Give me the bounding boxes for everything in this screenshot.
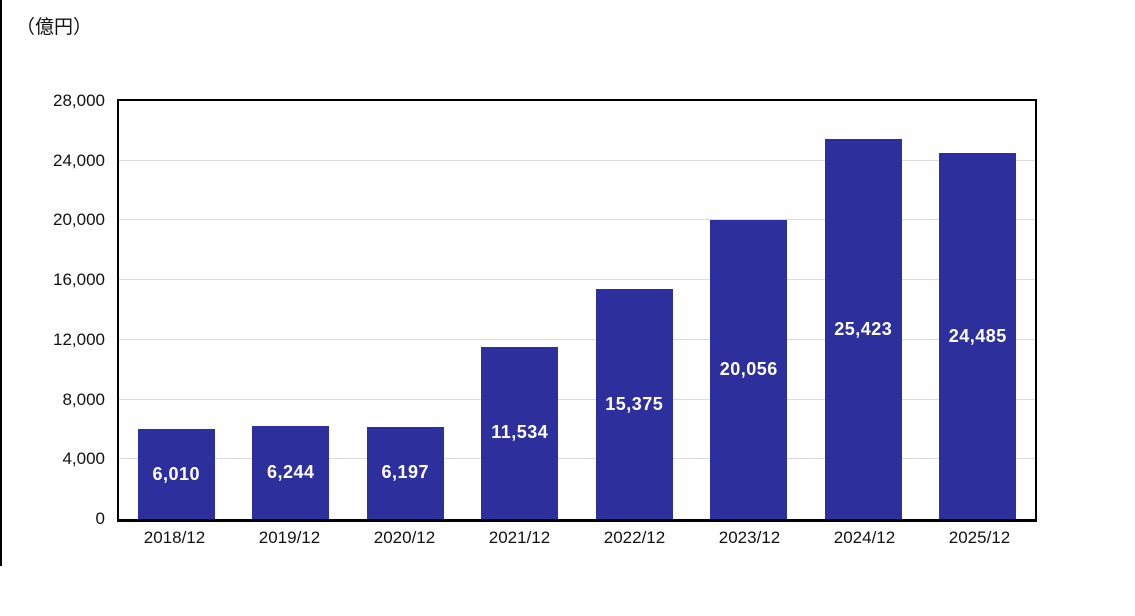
bar: 6,197 bbox=[366, 426, 444, 519]
x-tick-label: 2023/12 bbox=[718, 528, 781, 547]
y-tick-label: 16,000 bbox=[53, 270, 105, 290]
bar: 25,423 bbox=[824, 139, 902, 519]
bar-value-label: 24,485 bbox=[948, 325, 1007, 346]
bar: 24,485 bbox=[939, 153, 1017, 519]
y-tick-label: 28,000 bbox=[53, 91, 105, 110]
y-tick-label: 20,000 bbox=[53, 210, 105, 230]
bar-value-label: 6,197 bbox=[381, 462, 430, 483]
gridline bbox=[119, 338, 1035, 340]
y-axis-unit-label: （億円） bbox=[16, 17, 93, 38]
gridline bbox=[119, 279, 1035, 281]
gridline bbox=[119, 398, 1035, 400]
y-tick-label: 4,000 bbox=[62, 449, 105, 469]
y-tick-label: 12,000 bbox=[53, 329, 105, 349]
x-tick-label: 2021/12 bbox=[488, 528, 551, 547]
y-tick-label: 24,000 bbox=[53, 150, 105, 170]
bar-value-label: 6,010 bbox=[152, 463, 201, 484]
x-tick-label: 2024/12 bbox=[833, 528, 896, 547]
bar-value-label: 15,375 bbox=[605, 393, 664, 414]
bar-value-label: 6,244 bbox=[266, 461, 315, 482]
bar: 6,010 bbox=[137, 429, 215, 519]
bar: 6,244 bbox=[252, 425, 330, 519]
x-tick-label: 2022/12 bbox=[603, 528, 666, 547]
plot-area: 6,010 6,244 6,197 11,534 15,375 20,056 25,423 2… bbox=[117, 99, 1037, 522]
page-edge-line bbox=[0, 0, 2, 566]
bar: 20,056 bbox=[710, 219, 788, 519]
gridline bbox=[119, 159, 1035, 161]
x-axis: 2018/12 2019/12 2020/12 2021/12 2022/12 2023/… bbox=[117, 528, 1037, 552]
gridline bbox=[119, 219, 1035, 221]
gridline bbox=[119, 458, 1035, 460]
bar-value-label: 11,534 bbox=[491, 422, 549, 443]
bar: 15,375 bbox=[595, 289, 673, 519]
y-tick-label: 8,000 bbox=[62, 389, 105, 409]
x-tick-label: 2020/12 bbox=[373, 528, 436, 547]
y-tick-label: 0 bbox=[95, 509, 105, 528]
bar: 11,534 bbox=[481, 346, 559, 519]
bar-value-label: 25,423 bbox=[834, 318, 893, 339]
bars-layer: 6,010 6,244 6,197 11,534 15,375 20,056 25,423 2… bbox=[119, 101, 1035, 519]
bar-value-label: 20,056 bbox=[719, 358, 778, 379]
x-tick-label: 2019/12 bbox=[258, 528, 321, 547]
x-tick-label: 2025/12 bbox=[948, 528, 1011, 547]
x-tick-label: 2018/12 bbox=[143, 528, 206, 547]
